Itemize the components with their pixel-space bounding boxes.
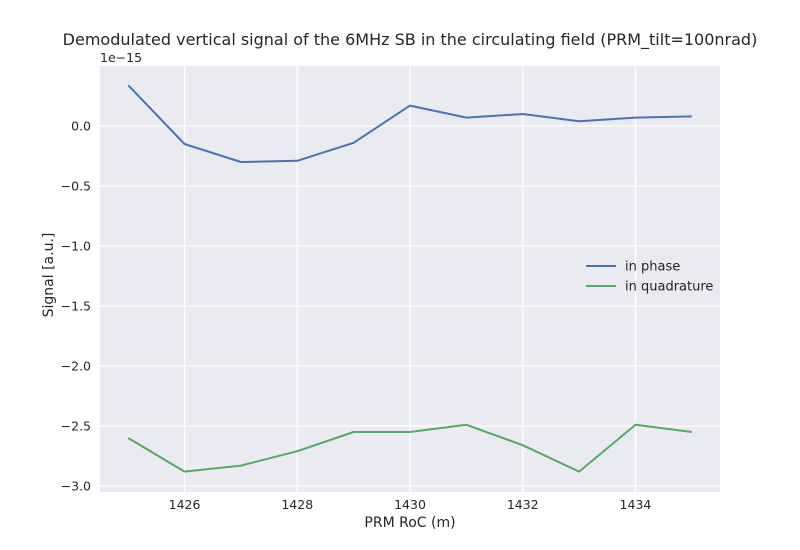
legend-label: in phase (625, 260, 680, 275)
x-tick-label: 1434 (620, 497, 652, 512)
y-tick-label: −1.0 (61, 239, 91, 254)
y-axis-label: Signal [a.u.] (41, 233, 57, 318)
grid (100, 66, 720, 492)
y-axis-ticks: 0.0 −0.5 −1.0 −1.5 −2.0 −2.5 −3.0 (61, 119, 91, 494)
series-line-in-quadrature (127, 423, 692, 473)
x-tick-label: 1430 (394, 497, 426, 512)
y-tick-label: −0.5 (61, 179, 91, 194)
y-tick-label: −1.5 (61, 299, 91, 314)
x-tick-label: 1428 (281, 497, 313, 512)
x-axis-label: PRM RoC (m) (364, 515, 455, 531)
y-tick-label: −3.0 (61, 479, 91, 494)
x-tick-label: 1426 (169, 497, 201, 512)
y-tick-label: −2.5 (61, 419, 91, 434)
y-tick-label: 0.0 (71, 119, 91, 134)
legend: in phase in quadrature (586, 260, 713, 295)
series-lines (127, 84, 692, 473)
chart-title: Demodulated vertical signal of the 6MHz … (63, 30, 758, 50)
series-line-in-phase (127, 84, 692, 163)
x-axis-ticks: 1426 1428 1430 1432 1434 (169, 497, 652, 512)
x-tick-label: 1432 (507, 497, 539, 512)
y-offset-text: 1e−15 (100, 50, 142, 65)
legend-label: in quadrature (625, 280, 713, 295)
y-tick-label: −2.0 (61, 359, 91, 374)
